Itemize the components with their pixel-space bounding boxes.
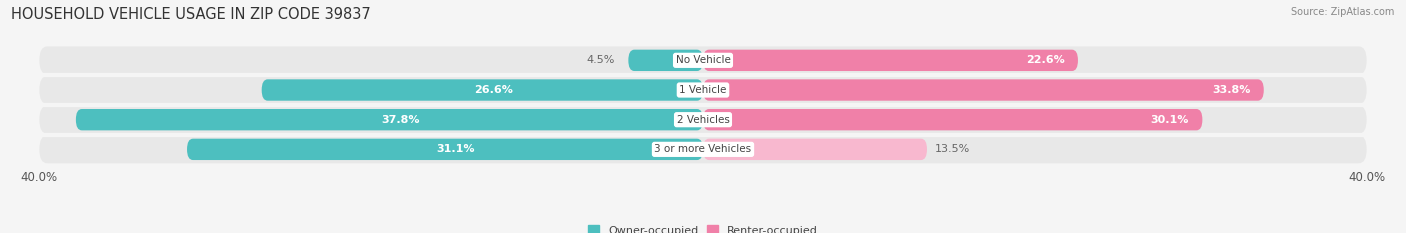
- Text: HOUSEHOLD VEHICLE USAGE IN ZIP CODE 39837: HOUSEHOLD VEHICLE USAGE IN ZIP CODE 3983…: [11, 7, 371, 22]
- FancyBboxPatch shape: [703, 79, 1264, 101]
- Text: 4.5%: 4.5%: [586, 55, 614, 65]
- Text: 26.6%: 26.6%: [474, 85, 513, 95]
- Text: 3 or more Vehicles: 3 or more Vehicles: [654, 144, 752, 154]
- FancyBboxPatch shape: [39, 135, 1367, 163]
- Text: 30.1%: 30.1%: [1150, 115, 1189, 125]
- FancyBboxPatch shape: [39, 106, 1367, 134]
- Text: No Vehicle: No Vehicle: [675, 55, 731, 65]
- Legend: Owner-occupied, Renter-occupied: Owner-occupied, Renter-occupied: [583, 221, 823, 233]
- FancyBboxPatch shape: [703, 50, 1078, 71]
- FancyBboxPatch shape: [703, 109, 1202, 130]
- Text: 37.8%: 37.8%: [381, 115, 419, 125]
- Text: 1 Vehicle: 1 Vehicle: [679, 85, 727, 95]
- FancyBboxPatch shape: [39, 76, 1367, 104]
- FancyBboxPatch shape: [39, 46, 1367, 74]
- Text: 33.8%: 33.8%: [1212, 85, 1250, 95]
- FancyBboxPatch shape: [703, 139, 927, 160]
- Text: Source: ZipAtlas.com: Source: ZipAtlas.com: [1291, 7, 1395, 17]
- FancyBboxPatch shape: [76, 109, 703, 130]
- Text: 2 Vehicles: 2 Vehicles: [676, 115, 730, 125]
- FancyBboxPatch shape: [628, 50, 703, 71]
- Text: 22.6%: 22.6%: [1026, 55, 1064, 65]
- FancyBboxPatch shape: [262, 79, 703, 101]
- FancyBboxPatch shape: [187, 139, 703, 160]
- Text: 13.5%: 13.5%: [935, 144, 970, 154]
- Text: 31.1%: 31.1%: [437, 144, 475, 154]
